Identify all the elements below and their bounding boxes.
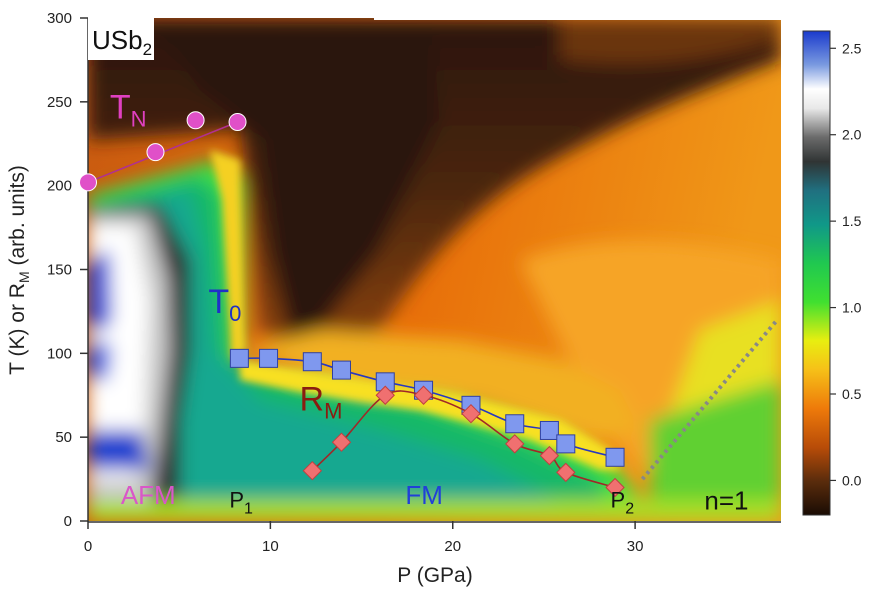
y-tick-label-0: 0	[64, 513, 72, 530]
point-t0-3	[331, 360, 351, 380]
series-label-base-t0: T	[208, 283, 229, 321]
series-label-base-tn: T	[110, 89, 131, 127]
point-rm-7	[556, 462, 576, 483]
y-axis-label-tail: (arb. units)	[6, 165, 29, 271]
x-tick-label-20: 20	[444, 538, 461, 555]
point-tn-2	[186, 111, 205, 130]
x-tick-label-30: 30	[627, 538, 644, 555]
point-t0-0	[229, 348, 249, 368]
colorbar-tick-label-1: 0.5	[842, 386, 862, 402]
x-tick-label-0: 0	[84, 538, 92, 555]
region-label-afm: AFM	[121, 480, 176, 510]
series-label-sub-t0: 0	[229, 301, 241, 326]
point-t0-10	[605, 447, 625, 467]
y-tick-label-100: 100	[47, 345, 72, 362]
y-tick-label-150: 150	[47, 262, 72, 279]
colorbar-tick-label-0: 0.0	[842, 472, 862, 488]
x-tick-label-10: 10	[262, 538, 279, 555]
pressure-mark-base-1: P	[229, 488, 244, 513]
point-rm-8	[605, 477, 625, 498]
y-tick-label-50: 50	[55, 429, 72, 446]
series-label-tn: TN	[110, 89, 147, 132]
point-rm-5	[505, 434, 525, 454]
colorbar	[802, 30, 831, 516]
pressure-mark-1: P1	[229, 488, 253, 518]
sample-label: USb2	[92, 25, 152, 59]
colorbar-tick-label-3: 1.5	[842, 213, 862, 229]
point-t0-1	[259, 348, 279, 368]
y-tick-label-250: 250	[47, 94, 72, 111]
series-label-sub-rm: M	[324, 398, 342, 423]
colorbar-tick-label-4: 2.0	[842, 127, 862, 143]
series-label-rm: RM	[300, 380, 343, 423]
point-rm-2	[375, 385, 395, 405]
colorbar-ticks: 0.0 0.5 1.0 1.5 2.0 2.5	[830, 40, 862, 488]
annotations-layer: AFM FM n=1P1 P2	[121, 480, 749, 517]
y-axis-label-main: T (K) or R	[6, 283, 29, 375]
series-label-t0: T0	[208, 283, 241, 326]
top-notch	[374, 14, 781, 20]
point-t0-8	[539, 420, 559, 440]
point-rm-4	[461, 403, 481, 424]
series-label-base-rm: R	[300, 380, 325, 418]
point-rm-3	[413, 385, 434, 405]
x-axis-label: P (GPa)	[397, 564, 472, 587]
x-axis-ticks: 0 10 20 30	[84, 521, 644, 555]
heatmap-background	[88, 18, 781, 521]
point-tn-1	[146, 143, 165, 162]
sample-label-base: USb	[92, 25, 143, 55]
point-t0-2	[302, 352, 322, 372]
series-label-sub-tn: N	[131, 107, 147, 132]
point-rm-6	[539, 445, 560, 466]
point-tn-0	[79, 173, 97, 192]
sample-label-box	[88, 18, 154, 60]
point-t0-9	[556, 434, 576, 454]
pressure-mark-sub-2: 2	[625, 501, 634, 518]
point-t0-7	[505, 414, 525, 434]
colorbar-tick-label-2: 1.0	[842, 300, 862, 316]
point-rm-0	[302, 460, 323, 481]
sample-label-sub: 2	[143, 40, 152, 59]
point-rm-1	[331, 432, 352, 452]
region-label-n1: n=1	[704, 485, 748, 515]
y-axis-ticks: 0 50 100 150 200 250 300	[47, 10, 88, 530]
series-tn: TN	[79, 89, 247, 192]
region-label-fm: FM	[405, 480, 443, 510]
colorbar-tick-label-5: 2.5	[842, 40, 862, 56]
point-tn-3	[228, 112, 247, 131]
y-tick-label-200: 200	[47, 178, 72, 195]
pressure-mark-sub-1: 1	[244, 501, 253, 518]
pressure-mark-base-2: P	[611, 488, 626, 513]
series-rm: RM	[300, 380, 625, 498]
y-tick-label-300: 300	[47, 10, 72, 27]
y-axis-label-sub: M	[16, 271, 32, 283]
pressure-mark-2: P2	[611, 488, 635, 518]
y-axis-label: T (K) or RM (arb. units)	[6, 165, 32, 375]
